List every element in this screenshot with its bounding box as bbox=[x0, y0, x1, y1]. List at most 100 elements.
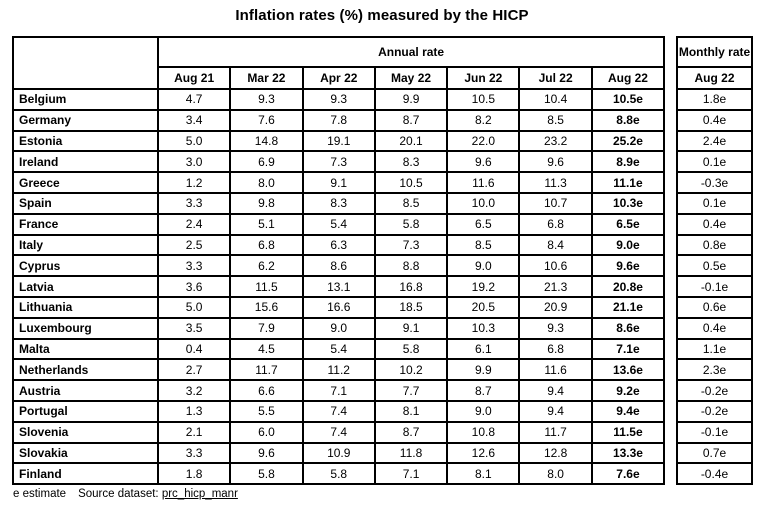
annual-rate-value: 0.4 bbox=[158, 338, 231, 360]
annual-rate-value: 3.3 bbox=[158, 255, 231, 277]
column-header-apr-22: Apr 22 bbox=[302, 67, 375, 89]
annual-rate-value: 3.5 bbox=[158, 317, 231, 339]
monthly-rate-group-header: Monthly rate bbox=[677, 37, 752, 67]
annual-rate-value: 8.2 bbox=[447, 109, 520, 131]
annual-rate-value: 9.6e bbox=[591, 255, 665, 277]
monthly-table-row: -0.3e bbox=[677, 172, 752, 193]
annual-rate-value: 11.6 bbox=[519, 359, 592, 381]
monthly-table-row: -0.1e bbox=[677, 421, 752, 443]
monthly-rate-label: Monthly rate bbox=[678, 45, 751, 59]
column-header-mar-22: Mar 22 bbox=[230, 67, 303, 89]
country-label: Netherlands bbox=[13, 359, 158, 381]
footer: e estimate Source dataset: prc_hicp_manr bbox=[13, 488, 238, 500]
annual-rate-value: 8.9e bbox=[591, 151, 665, 173]
table-row: Slovenia 2.1 6.0 7.4 8.7 10.8 11.7 11.5e bbox=[13, 421, 665, 443]
country-label: Slovenia bbox=[13, 421, 158, 443]
annual-rate-value: 6.6 bbox=[230, 380, 303, 401]
annual-rate-value: 19.1 bbox=[302, 130, 375, 152]
annual-rate-value: 10.8 bbox=[447, 421, 520, 443]
annual-rate-value: 13.1 bbox=[302, 276, 375, 297]
annual-rate-value: 20.5 bbox=[447, 296, 520, 318]
annual-rate-value: 13.6e bbox=[591, 359, 665, 381]
table-row: Netherlands 2.7 11.7 11.2 10.2 9.9 11.6 13.6e bbox=[13, 359, 665, 381]
table-row: Finland 1.8 5.8 5.8 7.1 8.1 8.0 7.6e bbox=[13, 463, 665, 485]
table-row: Estonia 5.0 14.8 19.1 20.1 22.0 23.2 25.2e bbox=[13, 130, 665, 152]
monthly-rate-value: -0.1e bbox=[677, 421, 752, 443]
annual-rate-value: 14.8 bbox=[230, 130, 303, 152]
annual-rate-value: 8.8 bbox=[374, 255, 448, 277]
source-dataset-link[interactable]: prc_hicp_manr bbox=[161, 488, 238, 500]
monthly-table-row: 0.5e bbox=[677, 255, 752, 277]
annual-rate-value: 7.3 bbox=[302, 151, 375, 173]
annual-rate-value: 9.4 bbox=[519, 380, 592, 401]
table-row: Germany 3.4 7.6 7.8 8.7 8.2 8.5 8.8e bbox=[13, 109, 665, 131]
column-header-jul-22: Jul 22 bbox=[519, 67, 592, 89]
annual-rate-value: 21.3 bbox=[519, 276, 592, 297]
annual-rate-value: 10.5e bbox=[591, 89, 665, 110]
monthly-table-row: 0.8e bbox=[677, 234, 752, 256]
monthly-table-row: -0.2e bbox=[677, 400, 752, 422]
annual-rate-value: 6.5 bbox=[447, 213, 520, 235]
annual-rate-group-header: Annual rate bbox=[158, 37, 665, 67]
monthly-rate-value: 0.4e bbox=[677, 109, 752, 131]
country-label: Slovakia bbox=[13, 442, 158, 464]
annual-rate-value: 6.0 bbox=[230, 421, 303, 443]
annual-rate-value: 9.0e bbox=[591, 234, 665, 256]
column-header-aug-22: Aug 22 bbox=[591, 67, 665, 89]
monthly-rate-value: 0.6e bbox=[677, 296, 752, 318]
annual-rate-value: 8.7 bbox=[374, 421, 448, 443]
annual-rate-value: 8.5 bbox=[519, 109, 592, 131]
annual-rate-value: 5.1 bbox=[230, 213, 303, 235]
annual-rate-value: 7.3 bbox=[374, 234, 448, 256]
annual-rate-value: 8.7 bbox=[374, 109, 448, 131]
monthly-table-row: 0.4e bbox=[677, 213, 752, 235]
annual-rate-value: 5.5 bbox=[230, 400, 303, 422]
annual-rate-value: 5.4 bbox=[302, 338, 375, 360]
annual-rate-value: 16.6 bbox=[302, 296, 375, 318]
country-label: Malta bbox=[13, 338, 158, 360]
annual-rate-value: 10.0 bbox=[447, 192, 520, 214]
monthly-table-row: 0.4e bbox=[677, 317, 752, 339]
monthly-rate-value: -0.2e bbox=[677, 400, 752, 422]
annual-rate-value: 7.8 bbox=[302, 109, 375, 131]
annual-rate-value: 7.9 bbox=[230, 317, 303, 339]
estimate-note: e estimate bbox=[13, 488, 67, 500]
annual-rate-value: 5.0 bbox=[158, 296, 231, 318]
annual-rate-value: 6.8 bbox=[230, 234, 303, 256]
source-dataset-label: Source dataset: bbox=[78, 488, 159, 500]
annual-rate-value: 9.4 bbox=[519, 400, 592, 422]
annual-rate-value: 20.1 bbox=[374, 130, 448, 152]
annual-rate-value: 8.3 bbox=[302, 192, 375, 214]
annual-rate-value: 1.3 bbox=[158, 400, 231, 422]
column-header-may-22: May 22 bbox=[374, 67, 448, 89]
page-title: Inflation rates (%) measured by the HICP bbox=[235, 7, 529, 24]
annual-rate-value: 9.3 bbox=[519, 317, 592, 339]
annual-rate-value: 9.1 bbox=[374, 317, 448, 339]
table-row: Cyprus 3.3 6.2 8.6 8.8 9.0 10.6 9.6e bbox=[13, 255, 665, 277]
monthly-rate-table: Monthly rate Aug 22 1.8e 0.4e 2.4e 0.1e -0.3… bbox=[676, 36, 753, 486]
annual-rate-value: 8.6 bbox=[302, 255, 375, 277]
corner-cell bbox=[13, 37, 158, 89]
country-label: Ireland bbox=[13, 151, 158, 173]
annual-rate-value: 2.1 bbox=[158, 421, 231, 443]
annual-rate-value: 8.4 bbox=[519, 234, 592, 256]
annual-rate-value: 9.1 bbox=[302, 172, 375, 193]
table-row: France 2.4 5.1 5.4 5.8 6.5 6.8 6.5e bbox=[13, 213, 665, 235]
table-row: Luxembourg 3.5 7.9 9.0 9.1 10.3 9.3 8.6e bbox=[13, 317, 665, 339]
annual-rate-value: 3.3 bbox=[158, 192, 231, 214]
table-row: Latvia 3.6 11.5 13.1 16.8 19.2 21.3 20.8e bbox=[13, 276, 665, 297]
monthly-table-body: 1.8e 0.4e 2.4e 0.1e -0.3e 0.1e 0.4e 0.8e 0.5e -0.… bbox=[677, 89, 752, 485]
annual-rate-value: 7.1 bbox=[374, 463, 448, 485]
annual-rate-value: 9.4e bbox=[591, 400, 665, 422]
table-row: Malta 0.4 4.5 5.4 5.8 6.1 6.8 7.1e bbox=[13, 338, 665, 360]
annual-rate-value: 6.3 bbox=[302, 234, 375, 256]
annual-rate-value: 16.8 bbox=[374, 276, 448, 297]
annual-group-header-row: Annual rate bbox=[13, 37, 665, 89]
annual-rate-value: 9.2e bbox=[591, 380, 665, 401]
annual-rate-value: 7.6 bbox=[230, 109, 303, 131]
monthly-rate-value: 1.8e bbox=[677, 89, 752, 110]
country-label: Portugal bbox=[13, 400, 158, 422]
annual-rate-value: 8.5 bbox=[447, 234, 520, 256]
annual-rate-value: 10.7 bbox=[519, 192, 592, 214]
country-label: Italy bbox=[13, 234, 158, 256]
